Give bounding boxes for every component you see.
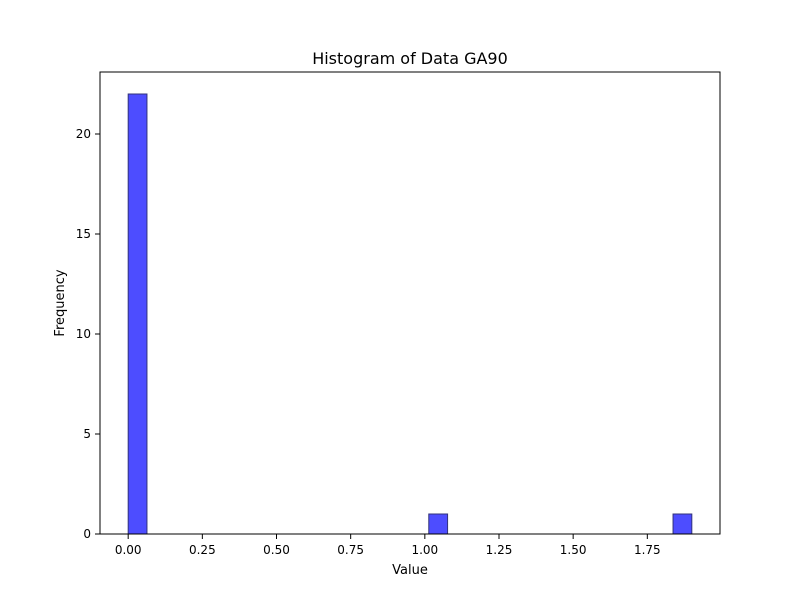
- x-tick-label: 1.25: [486, 543, 513, 557]
- x-tick-label: 0.50: [263, 543, 290, 557]
- y-tick-label: 15: [76, 227, 91, 241]
- x-tick-label: 1.75: [634, 543, 661, 557]
- y-tick-label: 10: [76, 327, 91, 341]
- x-tick-label: 0.75: [337, 543, 364, 557]
- plot-area-frame: [99, 71, 721, 535]
- x-tick-label: 0.00: [115, 543, 142, 557]
- x-axis-ticks: 0.00 0.25 0.50 0.75 1.00 1.25 1.50 1.75: [115, 534, 661, 557]
- x-axis-label: Value: [392, 563, 428, 578]
- histogram-bar-2: [672, 513, 693, 535]
- chart-title: Histogram of Data GA90: [312, 49, 508, 68]
- x-tick-label: 1.50: [560, 543, 587, 557]
- y-axis-label: Frequency: [53, 269, 68, 336]
- y-tick-label: 0: [83, 527, 91, 541]
- x-tick-label: 0.25: [189, 543, 216, 557]
- y-tick-label: 20: [76, 127, 91, 141]
- x-tick-label: 1.00: [411, 543, 438, 557]
- bars-group: [127, 93, 693, 535]
- histogram-bar-0: [127, 93, 148, 535]
- y-tick-label: 5: [83, 427, 91, 441]
- y-axis-ticks: 0 5 10 15 20: [76, 127, 100, 541]
- histogram-bar-1: [428, 513, 449, 535]
